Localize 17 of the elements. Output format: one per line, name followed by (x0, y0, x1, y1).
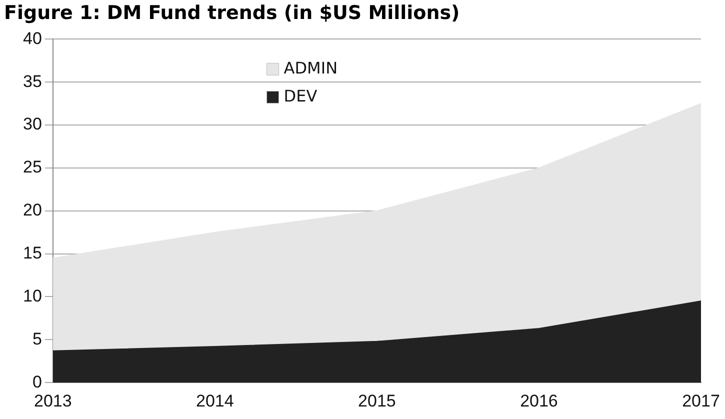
legend-label: DEV (284, 86, 318, 106)
y-tick-label: 5 (32, 329, 42, 348)
x-tick-label: 2016 (520, 391, 558, 410)
legend-label: ADMIN (284, 58, 338, 78)
y-tick-label: 10 (22, 286, 42, 306)
y-tick-label: 30 (22, 114, 42, 134)
y-tick-label: 15 (22, 244, 42, 263)
x-tick-label: 2013 (34, 391, 72, 410)
y-tick-label: 20 (22, 200, 42, 220)
x-tick-label: 2015 (358, 391, 396, 410)
y-tick-label: 40 (22, 28, 42, 48)
x-tick-label: 2017 (682, 391, 720, 410)
y-tick-label: 0 (32, 372, 42, 392)
y-tick-label: 35 (22, 72, 42, 91)
chart-title: Figure 1: DM Fund trends (in $US Millions) (3, 1, 461, 26)
y-tick-label: 25 (22, 158, 42, 177)
x-tick-label: 2014 (196, 391, 234, 410)
